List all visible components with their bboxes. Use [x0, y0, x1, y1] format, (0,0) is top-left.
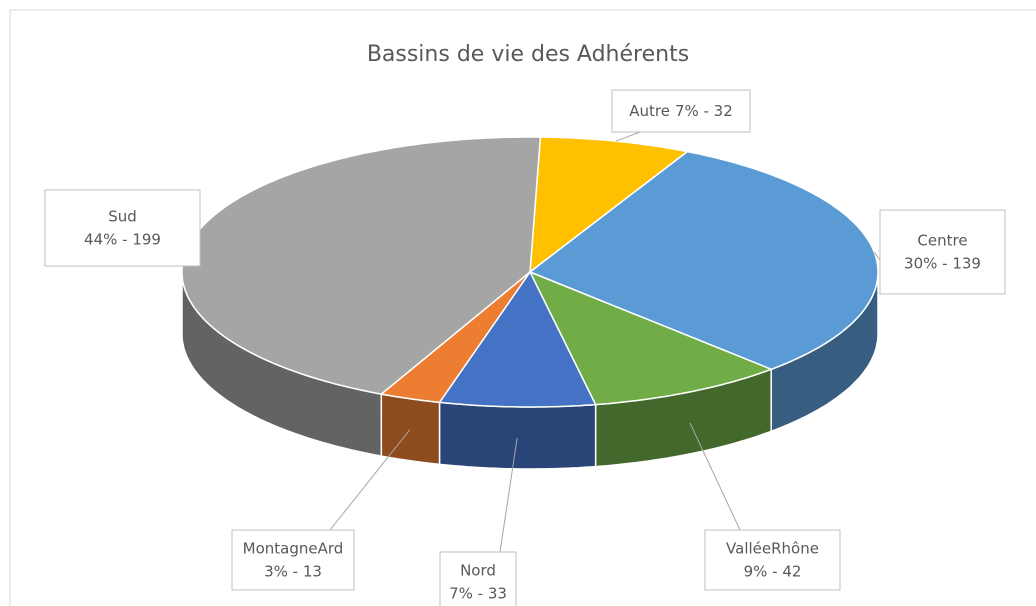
- value-label: 9% - 42: [744, 563, 802, 581]
- data-label-box: [704, 529, 841, 591]
- leader-line: [499, 437, 518, 553]
- slice: [528, 270, 774, 406]
- data-label-box: [879, 209, 1006, 295]
- chart-title: Bassins de vie des Adhérents: [367, 42, 689, 67]
- leader-line: [689, 422, 741, 531]
- data-label: Autre 7% - 32: [629, 102, 733, 120]
- category-label: Autre: [629, 102, 670, 120]
- category-label: Nord: [460, 562, 496, 580]
- slice: [438, 270, 597, 408]
- value-label: 30% - 139: [904, 255, 981, 273]
- leader-line: [329, 429, 411, 531]
- data-label-box: [44, 189, 201, 267]
- data-label-box: [611, 89, 751, 133]
- category-label: Centre: [917, 232, 967, 250]
- category-label: Sud: [108, 208, 137, 226]
- value-label: 7% - 33: [449, 585, 507, 603]
- slice-side: [438, 401, 597, 470]
- value-label: 3% - 13: [264, 563, 322, 581]
- data-label-box: [439, 551, 517, 606]
- leader-line: [873, 251, 881, 261]
- leader-line: [615, 131, 641, 142]
- value-label: 7% - 32: [675, 102, 733, 120]
- category-label: ValléeRhône: [726, 540, 819, 558]
- slice: [379, 271, 531, 404]
- value-label: 44% - 199: [84, 231, 161, 249]
- category-label: MontagneArd: [243, 540, 344, 558]
- slice: [528, 150, 879, 371]
- data-label-box: [231, 529, 355, 591]
